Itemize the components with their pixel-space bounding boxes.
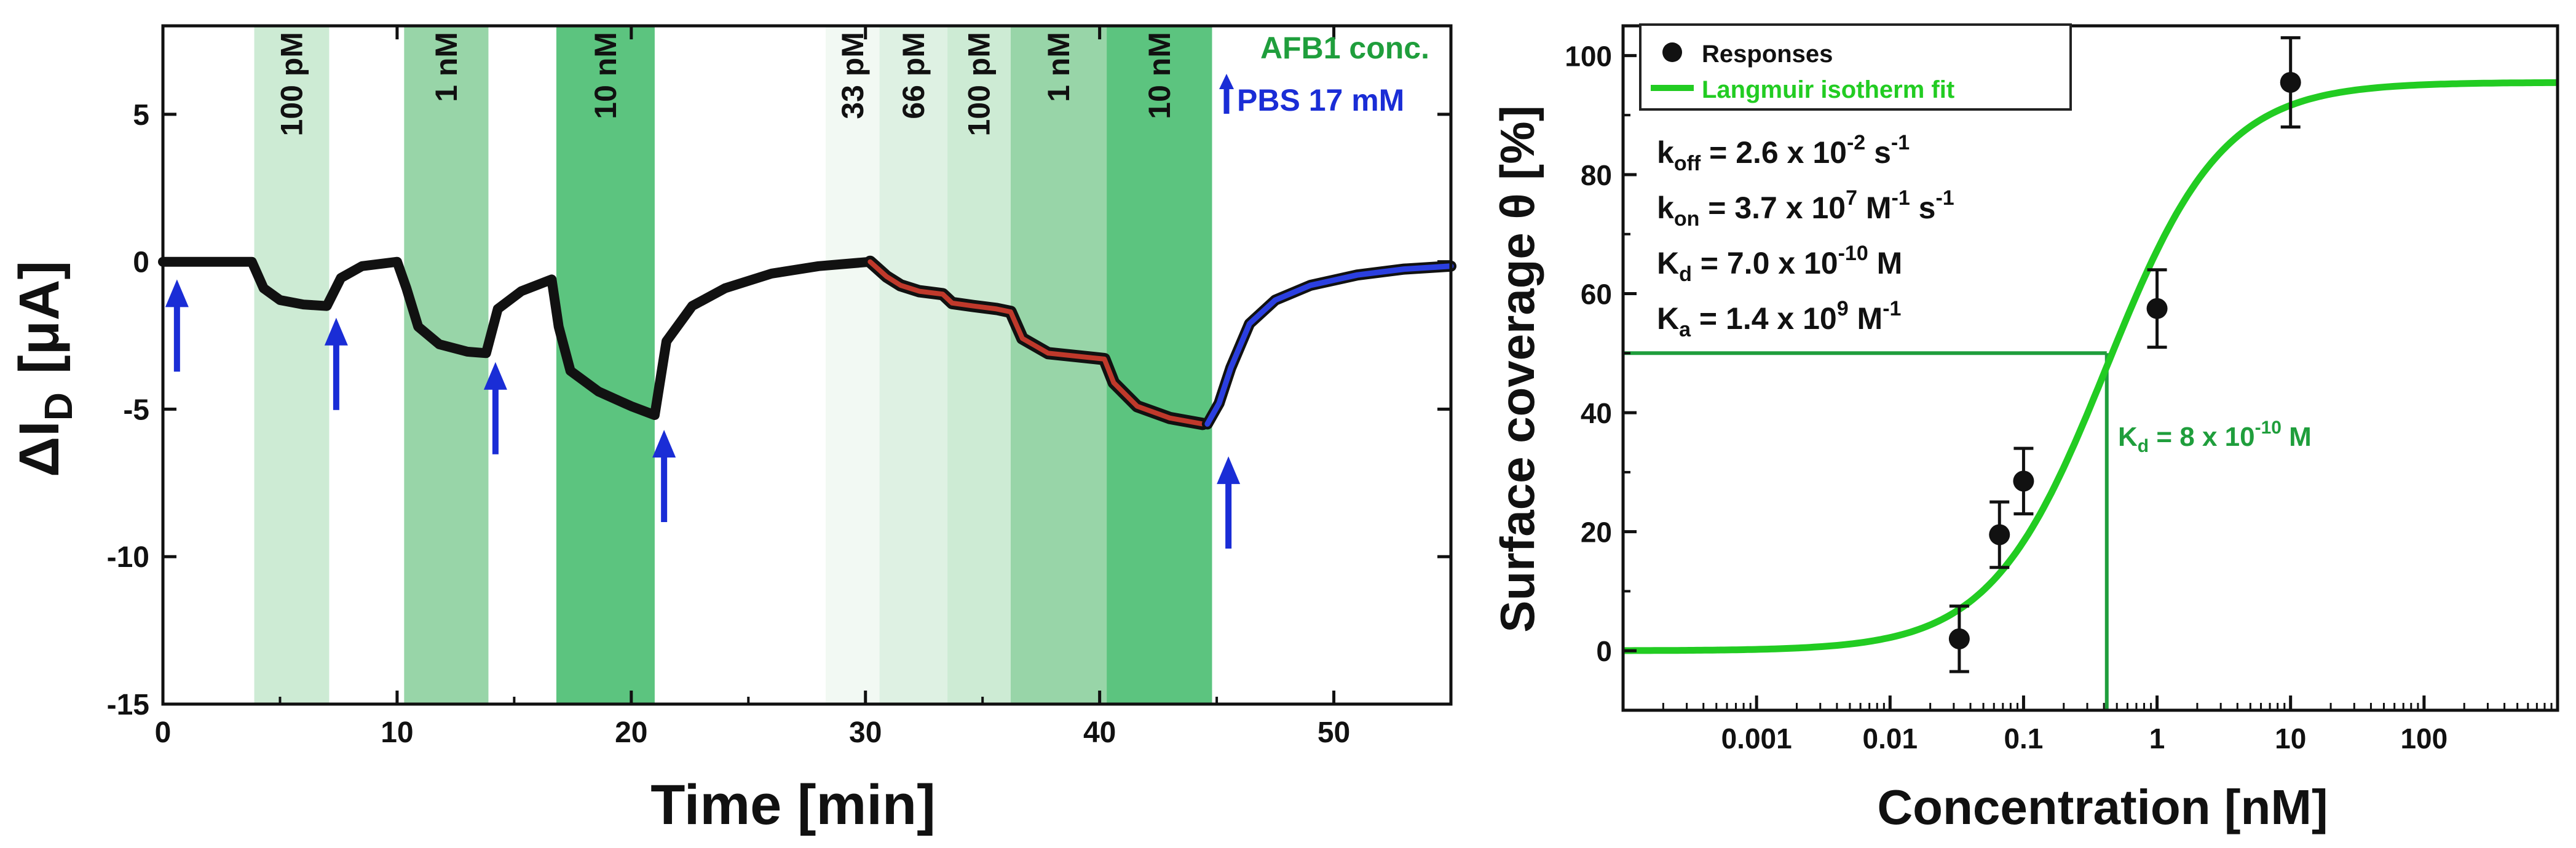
annotation-kd-fit: Kd = 8 x 10-10 M <box>2118 418 2312 456</box>
x-tick-label-r-4: 10 <box>2275 723 2306 755</box>
band-label-6: 1 nM <box>1041 32 1076 102</box>
band-5 <box>947 26 1011 704</box>
series-1 <box>867 259 1206 427</box>
x-tick-label-4: 40 <box>1083 716 1116 749</box>
band-label-3: 33 pM <box>836 32 870 119</box>
right-axes: 0.001 0.01 0.1 1 10 100 0 20 40 60 80 100 <box>1565 24 2559 755</box>
legend: Responses Langmuir isotherm fit <box>1639 23 2072 111</box>
x-axis-label-right: Concentration [nM] <box>1877 780 2328 834</box>
response-point-4 <box>2280 71 2301 93</box>
annotation-kon: kon = 3.7 x 107 M-1 s-1 <box>1657 186 1954 231</box>
x-tick-label-r-1: 0.01 <box>1863 723 1918 755</box>
arrow-head-4 <box>1217 456 1241 485</box>
current-trace <box>158 255 1456 430</box>
response-points <box>1948 36 2301 673</box>
legend-arrow-icon <box>1219 74 1234 114</box>
y-axis-label: ΔID[μA] <box>8 261 81 477</box>
arrow-head-3 <box>652 430 676 458</box>
pbs-arrows <box>165 279 1241 549</box>
x-tick-label-r-3: 1 <box>2149 723 2165 755</box>
x-tick-label-3: 30 <box>849 716 882 749</box>
legend-afb1-conc: AFB1 conc. <box>1260 31 1429 65</box>
arrow-head-2 <box>483 362 507 390</box>
y-tick-label-r-2: 40 <box>1581 397 1612 429</box>
band-label-7: 10 nM <box>1142 32 1177 119</box>
annotation-kd: Kd = 7.0 x 10-10 M <box>1657 242 1902 286</box>
y-tick-label-r-1: 20 <box>1581 517 1612 549</box>
series-outline-2 <box>1201 260 1456 430</box>
series-2 <box>1204 263 1454 427</box>
x-tick-label-1: 10 <box>381 716 413 749</box>
band-1 <box>404 26 489 704</box>
x-tick-label-r-0: 0.001 <box>1721 723 1792 755</box>
langmuir-fit-curve <box>1623 79 2558 654</box>
x-tick-label-2: 20 <box>615 716 647 749</box>
band-6 <box>1010 26 1107 704</box>
band-0 <box>254 26 330 704</box>
plot-frame <box>161 24 1453 706</box>
y-tick-label-3: -10 <box>107 541 149 574</box>
response-point-3 <box>2146 298 2168 319</box>
arrow-head-0 <box>165 279 189 307</box>
band-label-5: 100 pM <box>962 32 996 137</box>
y-tick-label-4: -15 <box>107 689 149 721</box>
x-tick-label-r-5: 100 <box>2400 723 2448 755</box>
fit-line <box>1623 79 2558 654</box>
y-tick-label-r-4: 80 <box>1581 159 1612 191</box>
y-tick-label-r-0: 0 <box>1596 635 1612 667</box>
band-3 <box>825 26 880 704</box>
y-tick-label-2: -5 <box>123 394 149 426</box>
band-label-4: 66 pM <box>896 32 931 119</box>
concentration-bands <box>254 26 1212 704</box>
legend-pbs: PBS 17 mM <box>1237 83 1404 117</box>
legend-fit: Langmuir isotherm fit <box>1702 76 1954 103</box>
legend-responses-marker <box>1662 42 1682 62</box>
band-label-0: 100 pM <box>275 32 309 137</box>
y-tick-label-0: 5 <box>133 99 149 132</box>
langmuir-panel: 0.001 0.01 0.1 1 10 100 0 20 40 60 80 100 Responses… <box>1490 23 2559 834</box>
band-label-1: 1 nM <box>429 32 464 102</box>
x-tick-label-5: 50 <box>1318 716 1350 749</box>
y-tick-label-r-3: 60 <box>1581 279 1612 311</box>
svg-text:ΔID[μA]: ΔID[μA] <box>8 261 81 477</box>
kd-guide-lines <box>1623 351 2109 710</box>
band-label-2: 10 nM <box>588 32 623 119</box>
y-tick-label-r-5: 100 <box>1565 40 1612 72</box>
y-tick-label-1: 0 <box>133 247 149 279</box>
annotation-ka: Ka = 1.4 x 109 M-1 <box>1657 297 1901 341</box>
plot-frame-right <box>1621 24 2559 712</box>
legend-responses: Responses <box>1702 41 1833 68</box>
x-axis-label: Time [min] <box>650 774 935 836</box>
response-point-1 <box>1989 524 2010 545</box>
y-axis-label-right: Surface coverage θ [%] <box>1490 105 1544 632</box>
series-0 <box>158 256 875 420</box>
response-point-2 <box>2013 470 2034 492</box>
x-tick-label-0: 0 <box>155 716 172 749</box>
x-tick-label-r-2: 0.1 <box>2004 723 2043 755</box>
band-4 <box>879 26 948 704</box>
response-point-0 <box>1948 628 1970 649</box>
time-trace-panel: 100 pM 1 nM 10 nM 33 pM 66 pM 100 pM 1 nM 10 nM… <box>8 24 1456 836</box>
band-7 <box>1107 26 1212 704</box>
annotation-koff: koff = 2.6 x 10-2 s-1 <box>1657 131 1910 175</box>
band-labels: 100 pM 1 nM 10 nM 33 pM 66 pM 100 pM 1 nM 10 nM <box>275 32 1177 137</box>
arrow-head-1 <box>324 317 348 346</box>
